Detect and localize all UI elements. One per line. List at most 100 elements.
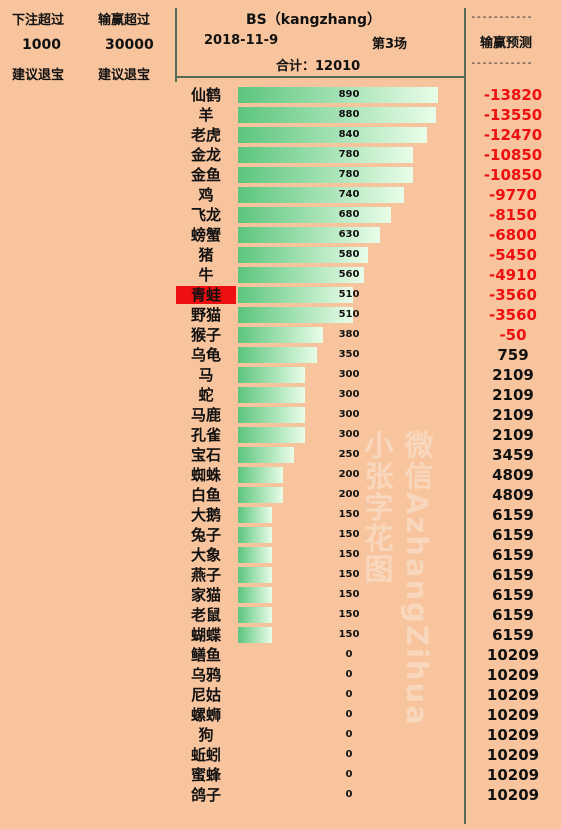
bar-value-label: 200 [338,469,360,480]
bar [238,607,272,623]
category-label: 鸽子 [190,786,221,804]
category-label: 金龙 [190,146,221,164]
bar-value-label: 0 [345,709,353,720]
bar-value-label: 150 [338,509,360,520]
bar [238,307,353,323]
prediction-value: 6159 [492,506,534,524]
prediction-value: 10209 [486,666,540,684]
category-label: 大鹅 [190,506,221,524]
bar [238,147,414,163]
bar [238,467,283,483]
category-label: 金鱼 [190,166,221,184]
bar-value-label: 740 [338,189,360,200]
prediction-value: 10209 [486,726,540,744]
bar-value-label: 150 [338,629,360,640]
bar [238,187,405,203]
bar [238,587,272,603]
bar [238,167,414,183]
category-label: 尼姑 [190,686,221,704]
bar [238,447,295,463]
bar-value-label: 510 [338,289,360,300]
category-label: 鳝鱼 [190,646,221,664]
divider-left [175,8,177,82]
bar [238,227,380,243]
advice-left: 建议退宝 [12,68,65,83]
category-label: 老虎 [190,126,221,144]
category-label: 家猫 [190,586,221,604]
header-underline [175,76,465,78]
category-label: 马鹿 [190,406,221,424]
bar-value-label: 150 [338,529,360,540]
prediction-value: 2109 [492,406,534,424]
bar-value-label: 560 [338,269,360,280]
bar-value-label: 0 [345,649,353,660]
bar-value-label: 780 [338,149,360,160]
bar [238,127,427,143]
prediction-value: 6159 [492,526,534,544]
category-label: 鸡 [198,186,214,204]
bet-over-label: 下注超过 [12,13,65,28]
bar [238,367,306,383]
prediction-value: -12470 [483,126,543,144]
page-title: BS（kangzhang） [246,12,382,28]
prediction-value: 6159 [492,586,534,604]
bar [238,527,272,543]
bar [238,267,364,283]
bar-value-label: 880 [338,109,360,120]
bar-value-label: 890 [338,89,360,100]
prediction-value: 10209 [486,746,540,764]
total-label: 合计：12010 [276,59,361,74]
advice-right: 建议退宝 [98,68,151,83]
category-label: 大象 [190,546,221,564]
category-label: 宝石 [190,446,221,464]
prediction-value: -6800 [489,226,537,244]
category-label: 蜘蛛 [190,466,221,484]
bar [238,107,436,123]
bar [238,327,324,343]
prediction-value: -10850 [483,146,543,164]
bar-value-label: 0 [345,749,353,760]
prediction-value: -4910 [489,266,537,284]
category-label: 羊 [198,106,214,124]
bar [238,547,272,563]
prediction-value: 10209 [486,766,540,784]
bar [238,87,438,103]
dashes-top: ----------- [470,10,533,23]
bar-value-label: 0 [345,729,353,740]
prediction-value: 6159 [492,606,534,624]
prediction-value: 2109 [492,426,534,444]
bar-value-label: 300 [338,429,360,440]
date-label: 2018-11-9 [204,33,279,48]
bar-value-label: 250 [338,449,360,460]
bar [238,407,306,423]
divider-right [464,8,466,824]
bar-value-label: 630 [338,229,360,240]
bar-value-label: 200 [338,489,360,500]
category-label: 马 [198,366,214,384]
prediction-value: 3459 [492,446,534,464]
bar-value-label: 150 [338,549,360,560]
bar-value-label: 300 [338,369,360,380]
prediction-value: -5450 [489,246,537,264]
round-label: 第3场 [372,37,408,52]
prediction-value: -13820 [483,86,543,104]
prediction-value: 10209 [486,706,540,724]
prediction-value: 10209 [486,786,540,804]
prediction-value: 759 [497,346,529,364]
prediction-label: 输赢预测 [480,36,533,51]
category-label: 螃蟹 [190,226,221,244]
bar-value-label: 350 [338,349,360,360]
prediction-value: -10850 [483,166,543,184]
prediction-value: 6159 [492,626,534,644]
category-label: 老鼠 [190,606,221,624]
category-label: 白鱼 [190,486,221,504]
bar [238,427,306,443]
category-label: 乌鸦 [190,666,221,684]
bar [238,207,391,223]
category-label: 狗 [198,726,214,744]
bar-value-label: 150 [338,589,360,600]
category-label: 青蛙 [176,286,236,304]
bar [238,627,272,643]
prediction-value: 4809 [492,486,534,504]
bar-value-label: 780 [338,169,360,180]
